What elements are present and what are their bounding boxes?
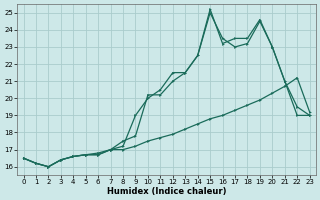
X-axis label: Humidex (Indice chaleur): Humidex (Indice chaleur): [107, 187, 226, 196]
